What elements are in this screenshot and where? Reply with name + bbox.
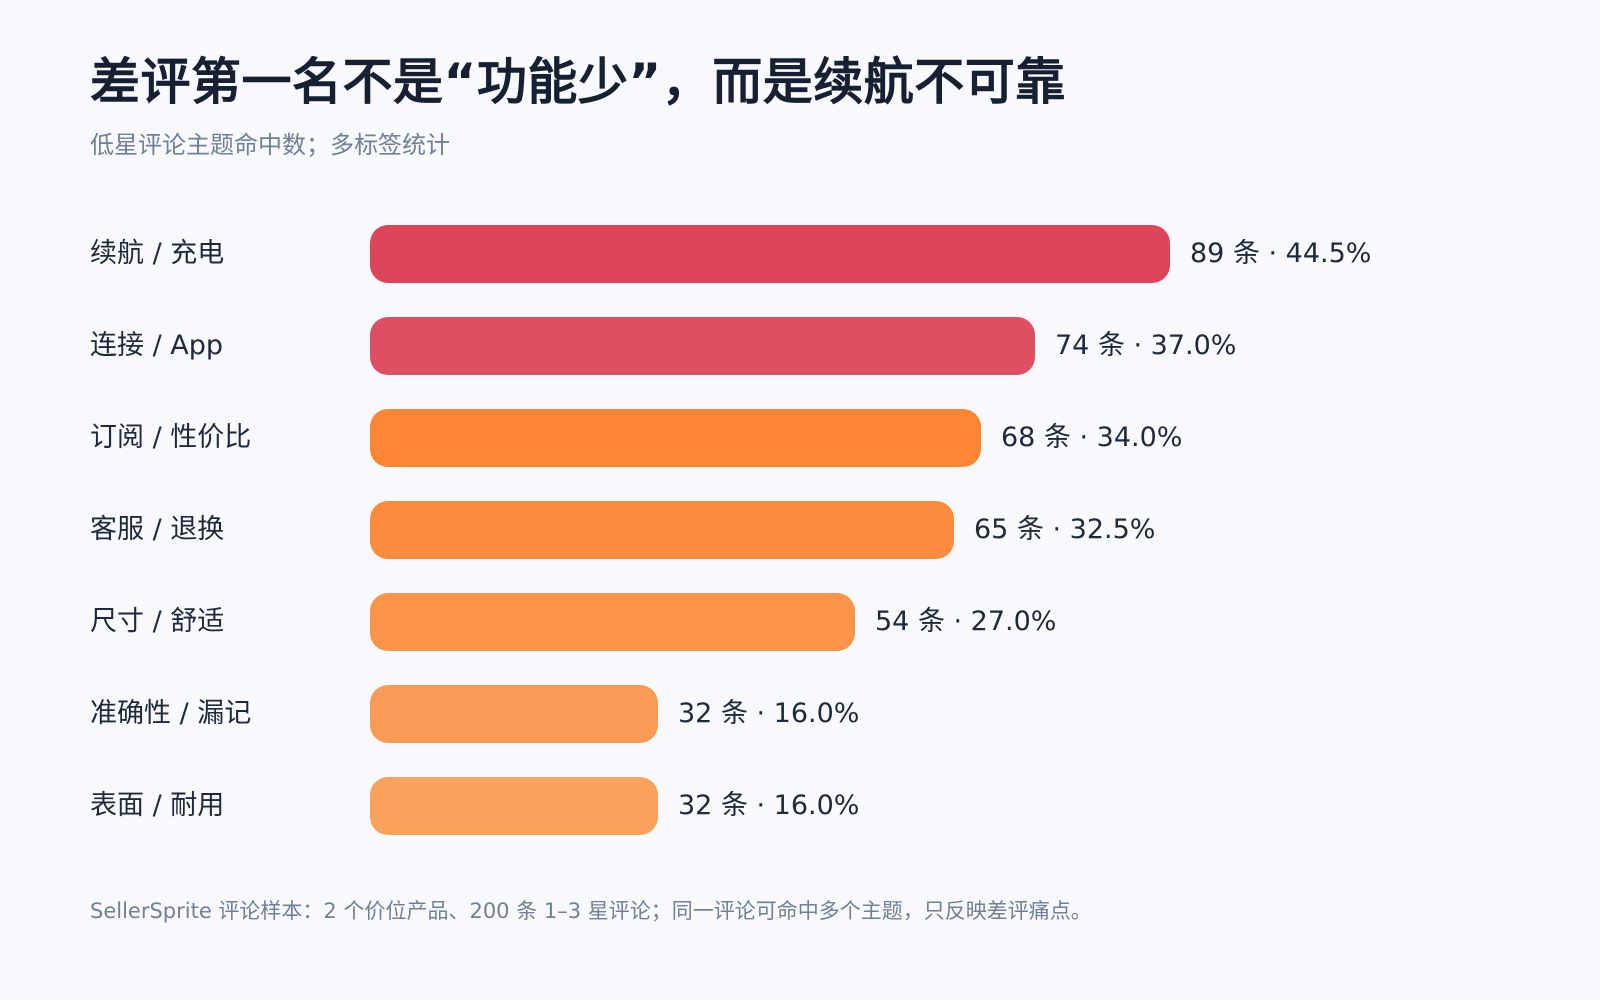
data-label: 32 条 · 16.0% <box>678 698 860 729</box>
bar-row: 续航 / 充电 89 条 · 44.5% <box>0 225 1600 283</box>
bar-row: 表面 / 耐用 32 条 · 16.0% <box>0 777 1600 835</box>
bar-row: 客服 / 退换 65 条 · 32.5% <box>0 501 1600 559</box>
category-label: 客服 / 退换 <box>90 514 225 545</box>
data-label: 32 条 · 16.0% <box>678 790 860 821</box>
data-label: 54 条 · 27.0% <box>875 606 1057 637</box>
category-label: 表面 / 耐用 <box>90 790 225 821</box>
bar-row: 连接 / App 74 条 · 37.0% <box>0 317 1600 375</box>
chart-footnote: SellerSprite 评论样本：2 个价位产品、200 条 1–3 星评论；… <box>90 899 1092 923</box>
category-label: 连接 / App <box>90 330 224 361</box>
data-label: 65 条 · 32.5% <box>974 514 1156 545</box>
chart-subtitle: 低星评论主题命中数；多标签统计 <box>90 131 450 159</box>
bar <box>370 501 954 559</box>
category-label: 续航 / 充电 <box>90 238 225 269</box>
data-label: 68 条 · 34.0% <box>1001 422 1183 453</box>
bar-row: 订阅 / 性价比 68 条 · 34.0% <box>0 409 1600 467</box>
category-label: 准确性 / 漏记 <box>90 698 252 729</box>
bar <box>370 225 1170 283</box>
bar-row: 准确性 / 漏记 32 条 · 16.0% <box>0 685 1600 743</box>
bar <box>370 317 1035 375</box>
data-label: 89 条 · 44.5% <box>1190 238 1372 269</box>
bar <box>370 409 981 467</box>
data-label: 74 条 · 37.0% <box>1055 330 1237 361</box>
chart-title: 差评第一名不是“功能少”，而是续航不可靠 <box>90 53 1066 111</box>
bar <box>370 685 658 743</box>
bar <box>370 777 658 835</box>
category-label: 尺寸 / 舒适 <box>90 606 225 637</box>
bar <box>370 593 855 651</box>
bar-row: 尺寸 / 舒适 54 条 · 27.0% <box>0 593 1600 651</box>
category-label: 订阅 / 性价比 <box>90 422 252 453</box>
